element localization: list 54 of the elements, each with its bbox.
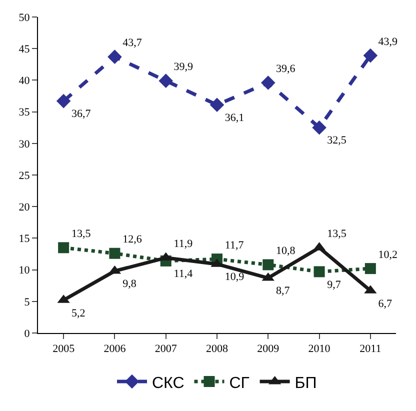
x-tick-label: 2006 <box>104 343 126 356</box>
y-tick-label: 20 <box>18 201 30 214</box>
data-label: 5,2 <box>71 307 86 320</box>
data-label: 39,6 <box>276 63 296 76</box>
point <box>56 94 71 108</box>
y-tick-label: 50 <box>18 12 30 24</box>
y-tick-label: 40 <box>18 75 30 88</box>
y-tick-label: 15 <box>18 233 30 246</box>
point <box>210 98 224 112</box>
point <box>262 259 274 270</box>
point <box>58 242 70 254</box>
data-label: 9,7 <box>327 278 342 291</box>
data-label: 39,9 <box>174 61 194 74</box>
data-label: 43,7 <box>122 37 142 50</box>
x-tick-label: 2010 <box>308 343 331 356</box>
y-tick-label: 45 <box>18 43 30 56</box>
y-tick-label: 10 <box>18 264 30 277</box>
x-tick-label: 2008 <box>206 343 228 356</box>
data-label: 8,7 <box>276 285 290 298</box>
data-label: 11,4 <box>174 268 194 280</box>
data-label: 11,9 <box>174 238 194 250</box>
data-label: 10,9 <box>224 271 245 284</box>
y-tick-label: 30 <box>18 138 30 150</box>
y-tick-label: 25 <box>18 170 30 182</box>
point <box>158 74 174 88</box>
point <box>109 248 120 259</box>
point <box>260 76 276 90</box>
data-label: 32,5 <box>327 134 347 147</box>
data-label: 11,7 <box>224 239 244 252</box>
data-label: 36,7 <box>71 108 92 120</box>
point <box>108 50 122 64</box>
data-label: 13,5 <box>327 228 347 240</box>
x-tick-label: 2005 <box>52 343 76 356</box>
point <box>312 120 326 135</box>
point <box>363 48 378 63</box>
x-tick-label: 2009 <box>257 343 280 356</box>
data-label: 10,8 <box>276 245 296 258</box>
y-tick-label: 35 <box>18 106 30 119</box>
data-label: 10,2 <box>378 248 398 261</box>
data-label: 36,1 <box>224 112 244 124</box>
point <box>314 266 325 278</box>
x-tick-label: 2011 <box>360 343 382 356</box>
data-label: 13,5 <box>71 228 92 240</box>
legend-label: СКС <box>152 374 184 392</box>
data-label: 43,9 <box>378 36 398 48</box>
x-tick-label: 2007 <box>154 343 178 356</box>
data-label: 6,7 <box>378 298 393 310</box>
legend-label: БП <box>294 374 317 392</box>
legend-label: СГ <box>229 374 250 392</box>
data-label: 9,8 <box>122 278 137 290</box>
y-tick-label: 5 <box>24 296 30 308</box>
data-label: 12,6 <box>122 234 142 246</box>
y-tick-label: 0 <box>24 328 30 340</box>
point <box>364 263 376 274</box>
